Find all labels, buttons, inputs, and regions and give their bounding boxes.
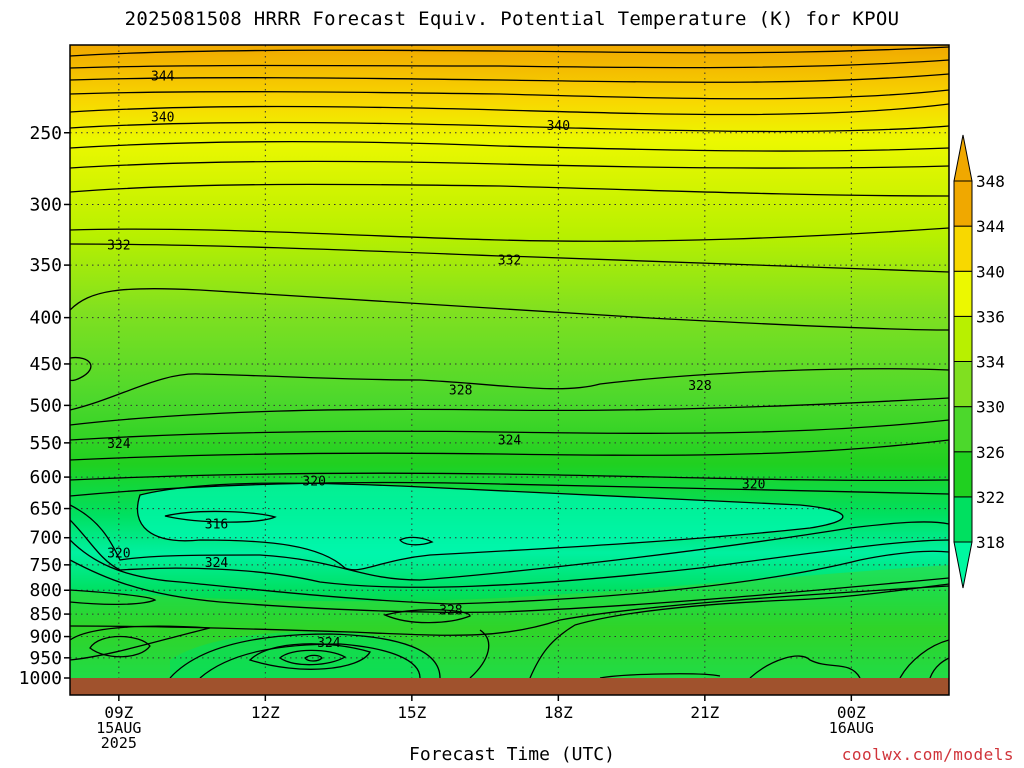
colorbar-segment xyxy=(953,361,973,408)
plot-frame xyxy=(69,44,950,696)
y-tick-label: 750 xyxy=(29,555,62,576)
contour-label: 320 xyxy=(302,474,325,489)
colorbar-label: 348 xyxy=(976,172,1005,191)
colorbar-label: 326 xyxy=(976,443,1005,462)
y-tick-label: 250 xyxy=(29,123,62,144)
y-tick-label: 650 xyxy=(29,499,62,520)
colorbar-label: 330 xyxy=(976,398,1005,417)
x-tick-label: 12Z xyxy=(251,703,280,722)
y-tick-label: 700 xyxy=(29,528,62,549)
contour-label: 332 xyxy=(107,238,130,253)
y-tick-label: 600 xyxy=(29,467,62,488)
y-tick-label: 350 xyxy=(29,255,62,276)
y-tick-label: 950 xyxy=(29,648,62,669)
colorbar-segment xyxy=(953,270,973,317)
cool-core-region xyxy=(137,483,843,570)
contour-label: 324 xyxy=(107,437,131,452)
ground-bar xyxy=(70,678,949,695)
chart-title: 2025081508 HRRR Forecast Equiv. Potentia… xyxy=(124,8,900,30)
contour-label: 328 xyxy=(439,603,462,618)
x-tick-label: 21Z xyxy=(690,703,719,722)
y-tick-label: 450 xyxy=(29,354,62,375)
colorbar-segment xyxy=(953,225,973,272)
colorbar-segment xyxy=(953,451,973,498)
contour-label: 328 xyxy=(688,379,711,394)
x-tick-label: 2025 xyxy=(101,734,137,752)
y-tick-label: 400 xyxy=(29,308,62,329)
x-axis-label: Forecast Time (UTC) xyxy=(409,744,615,765)
contour-label: 344 xyxy=(151,69,175,84)
colorbar-label: 336 xyxy=(976,307,1005,326)
contour-label: 324 xyxy=(205,556,229,571)
colorbar-bottom-arrow xyxy=(953,541,973,589)
y-tick-label: 550 xyxy=(29,433,62,454)
y-tick-label: 900 xyxy=(29,627,62,648)
colorbar-label: 318 xyxy=(976,533,1005,552)
colorbar-top-arrow xyxy=(953,134,973,182)
y-axis: 2503003504004505005506006507007508008509… xyxy=(19,123,70,689)
y-tick-label: 850 xyxy=(29,604,62,625)
contour-lines xyxy=(70,46,949,678)
y-tick-label: 300 xyxy=(29,194,62,215)
colorbar-segment xyxy=(953,315,973,362)
contour-label: 324 xyxy=(498,433,522,448)
x-tick-label: 15Z xyxy=(397,703,426,722)
contour-label: 340 xyxy=(547,119,570,134)
colorbar-segment xyxy=(953,496,973,543)
colorbar-label: 344 xyxy=(976,217,1005,236)
x-tick-label: 15AUG xyxy=(96,719,141,737)
contour-label: 332 xyxy=(498,253,521,268)
contour-label: 324 xyxy=(317,636,341,651)
x-tick-label: 18Z xyxy=(544,703,573,722)
colorbar-segment xyxy=(953,406,973,453)
y-tick-label: 1000 xyxy=(19,668,62,689)
contour-label: 340 xyxy=(151,111,174,126)
contour-label: 316 xyxy=(205,517,228,532)
contour-label: 320 xyxy=(742,478,765,493)
contour-label: 320 xyxy=(107,547,130,562)
contour-labels: 344 340 340 332 332 328 328 324 324 320 320 316 320 3… xyxy=(107,69,765,651)
credit-link[interactable]: coolwx.com/models xyxy=(841,745,1014,764)
y-tick-label: 500 xyxy=(29,395,62,416)
colorbar: 318 322 326 330 334 336 340 344 348 xyxy=(953,134,1005,589)
x-tick-label: 00Z xyxy=(837,703,866,722)
x-tick-label: 16AUG xyxy=(829,719,874,737)
contour-label: 328 xyxy=(449,383,472,398)
colorbar-segment xyxy=(953,180,973,227)
colorbar-label: 334 xyxy=(976,353,1005,372)
y-tick-label: 800 xyxy=(29,580,62,601)
x-tick-label: 09Z xyxy=(104,703,133,722)
colorbar-label: 322 xyxy=(976,488,1005,507)
colorbar-label: 340 xyxy=(976,262,1005,281)
